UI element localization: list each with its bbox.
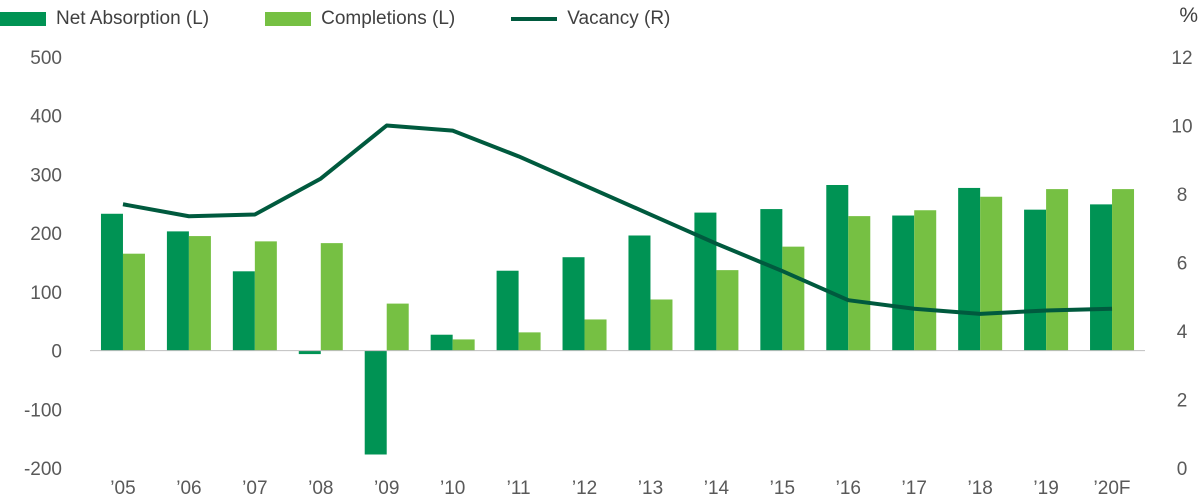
- x-axis-tick-label: ’12: [572, 478, 597, 499]
- right-axis-tick-label: 8: [1177, 185, 1188, 206]
- bar-net-absorption: [430, 334, 453, 351]
- x-axis-tick-label: ’19: [1033, 478, 1058, 499]
- left-axis-tick-label: -100: [24, 400, 62, 421]
- legend-swatch-net-absorption: [0, 12, 46, 26]
- x-axis-tick-label: ’05: [110, 478, 135, 499]
- bar-net-absorption: [892, 215, 915, 351]
- x-axis-tick-label: ’16: [836, 478, 861, 499]
- x-axis-tick-label: ’11: [507, 478, 531, 499]
- bar-completions: [848, 216, 871, 351]
- x-axis-tick-label: ’09: [374, 478, 399, 499]
- legend-label-net-absorption: Net Absorption (L): [56, 8, 210, 29]
- x-axis-tick-label: ’18: [967, 478, 992, 499]
- bar-net-absorption: [1090, 204, 1113, 351]
- right-axis-tick-label: 2: [1177, 391, 1188, 412]
- vacancy-line: [122, 123, 1113, 316]
- bar-completions: [320, 243, 343, 351]
- left-axis-tick-label: -200: [24, 459, 62, 480]
- bar-net-absorption: [760, 209, 783, 351]
- legend-label-vacancy: Vacancy (R): [567, 8, 671, 29]
- bar-completions: [122, 253, 145, 351]
- legend-swatch-completions: [265, 12, 312, 26]
- right-axis-tick-label: 0: [1177, 459, 1188, 480]
- legend-item-vacancy: Vacancy (R): [511, 8, 670, 30]
- legend-item-net-absorption: Net Absorption (L): [0, 8, 209, 30]
- x-axis-tick-label: ’14: [704, 478, 730, 499]
- x-axis-tick-label: ’13: [638, 478, 663, 499]
- bar-completions: [716, 270, 739, 351]
- bar-completions: [980, 196, 1003, 351]
- left-axis-tick-label: 500: [30, 48, 62, 69]
- bar-completions: [584, 319, 607, 351]
- right-axis-tick-label: 6: [1177, 254, 1188, 275]
- left-axis-tick-label: 300: [30, 165, 62, 186]
- bar-net-absorption: [694, 212, 717, 351]
- bar-net-absorption: [628, 235, 651, 351]
- left-axis-tick-label: 0: [51, 342, 62, 363]
- right-axis-tick-label: 10: [1171, 117, 1192, 138]
- bar-net-absorption: [958, 187, 981, 351]
- left-axis-tick-label: 100: [30, 283, 62, 304]
- x-axis-tick-label: ’17: [902, 478, 927, 499]
- chart-legend: Net Absorption (L) Completions (L) Vacan…: [0, 6, 726, 32]
- x-axis-tick-label: ’10: [440, 478, 465, 499]
- legend-item-completions: Completions (L): [265, 8, 455, 30]
- right-axis-tick-label: 4: [1177, 322, 1188, 343]
- bar-completions: [1112, 189, 1135, 351]
- bar-completions: [914, 210, 937, 351]
- right-axis-tick-label: 12: [1171, 48, 1192, 69]
- bar-completions: [386, 303, 409, 351]
- x-axis-tick-label: ’08: [308, 478, 333, 499]
- x-axis-tick-label: ’20F: [1094, 478, 1131, 499]
- bar-completions: [518, 332, 541, 351]
- bar-net-absorption: [364, 350, 387, 455]
- bar-completions: [254, 241, 277, 351]
- x-axis-tick-label: ’07: [242, 478, 267, 499]
- bar-net-absorption: [496, 270, 519, 351]
- bar-completions: [188, 236, 211, 351]
- x-axis-tick-label: ’15: [770, 478, 795, 499]
- legend-swatch-vacancy: [511, 17, 558, 21]
- bar-net-absorption: [1024, 209, 1047, 351]
- right-axis-unit: %: [1179, 4, 1198, 27]
- left-axis-tick-label: 200: [30, 224, 62, 245]
- left-axis-tick-label: 400: [30, 107, 62, 128]
- bar-completions: [452, 339, 475, 351]
- bar-net-absorption: [232, 271, 255, 351]
- bar-net-absorption: [166, 231, 189, 351]
- legend-label-completions: Completions (L): [321, 8, 456, 29]
- bar-completions: [650, 299, 673, 351]
- bar-net-absorption: [298, 350, 321, 355]
- bar-completions: [1046, 189, 1069, 351]
- bar-net-absorption: [562, 257, 585, 351]
- bar-completions: [782, 246, 805, 351]
- bar-net-absorption: [100, 213, 123, 351]
- x-axis-tick-label: ’06: [176, 478, 201, 499]
- bar-net-absorption: [826, 184, 849, 351]
